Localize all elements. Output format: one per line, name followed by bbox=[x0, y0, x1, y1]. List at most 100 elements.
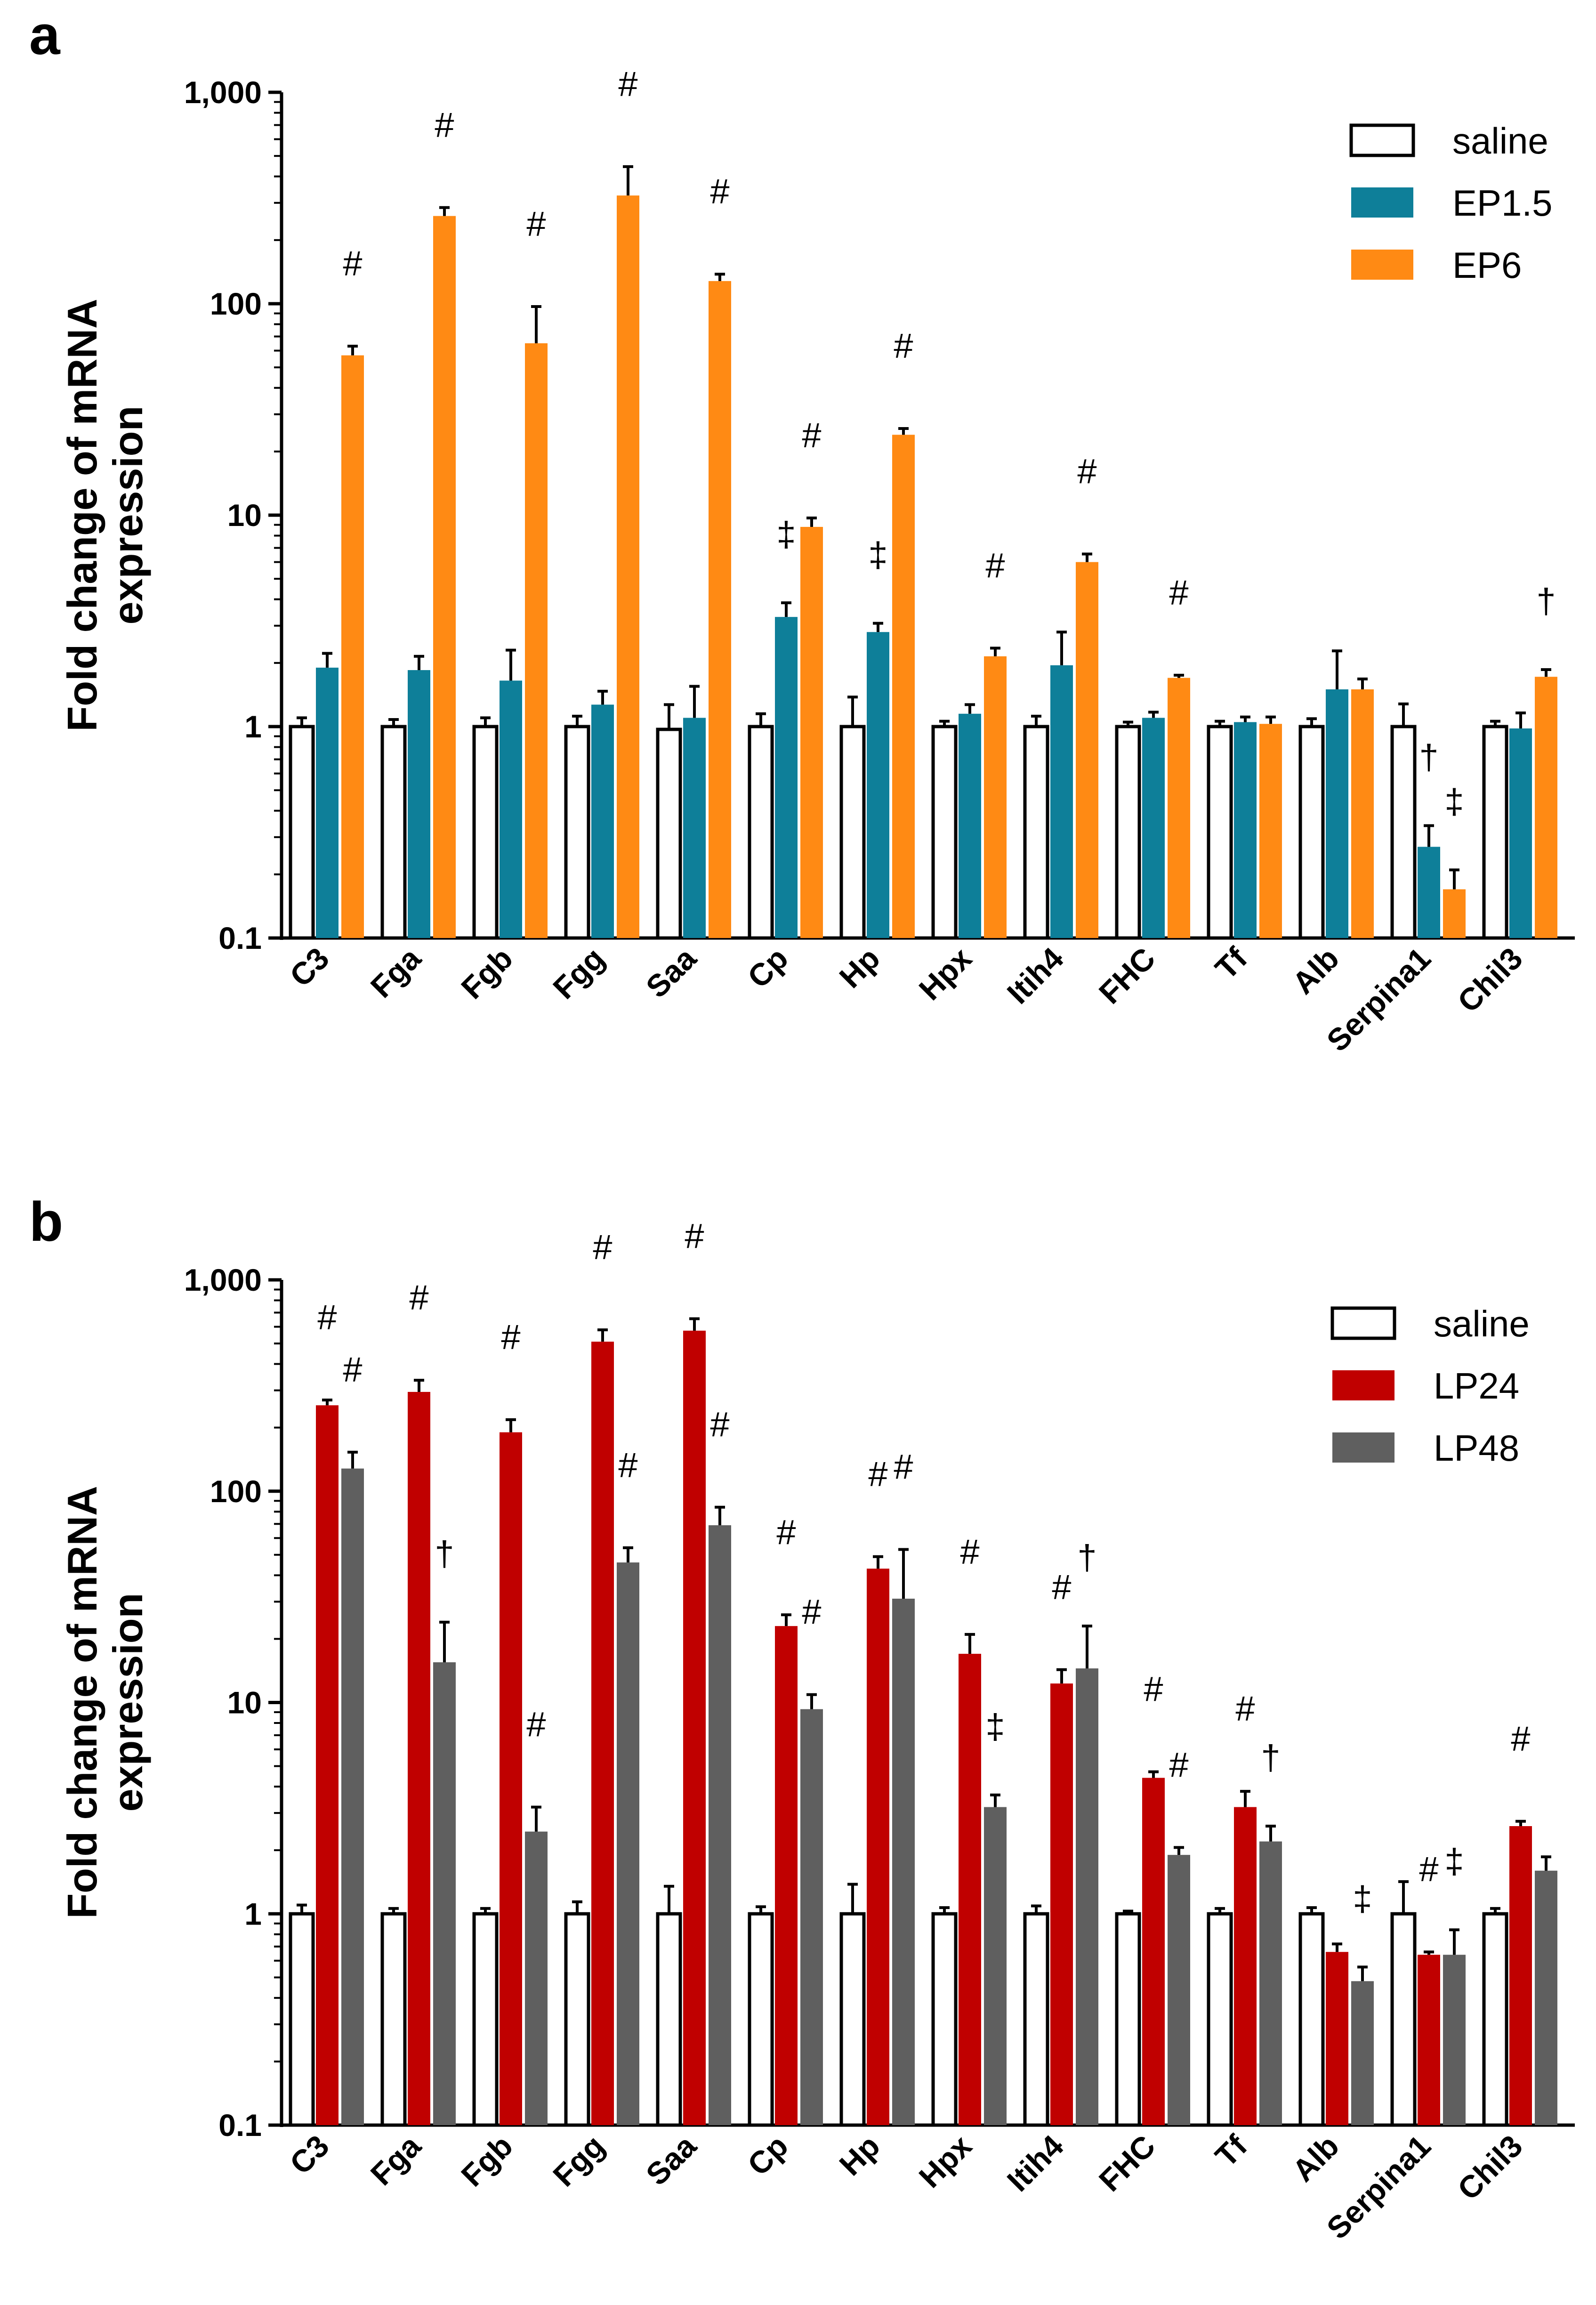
bar-lp48-fgg bbox=[617, 1562, 639, 2125]
x-category-label-hp: Hp bbox=[832, 2128, 887, 2183]
bar-ep6-hpx bbox=[984, 656, 1007, 938]
x-category-label-fhc: FHC bbox=[1092, 941, 1162, 1011]
bar-lp48-hp bbox=[892, 1599, 915, 2125]
significance-mark-fgb-lp48: # bbox=[526, 1705, 546, 1744]
bar-ep1.5-fhc bbox=[1142, 718, 1165, 938]
bar-saline-chil3 bbox=[1482, 1912, 1508, 2127]
x-category-label-chil3: Chil3 bbox=[1451, 2128, 1529, 2207]
significance-mark-hpx-ep6: # bbox=[985, 546, 1005, 585]
legend-swatch-saline bbox=[1330, 1306, 1396, 1340]
panel-label: a bbox=[29, 4, 61, 66]
legend-label-ep6: EP6 bbox=[1452, 244, 1522, 286]
significance-mark-fgg-lp48: # bbox=[618, 1446, 637, 1485]
significance-mark-cp-ep6: # bbox=[802, 416, 821, 455]
significance-mark-fga-lp48: † bbox=[435, 1534, 454, 1573]
bar-lp24-c3 bbox=[316, 1405, 339, 2125]
x-category-label-fgb: Fgb bbox=[454, 941, 519, 1006]
y-axis-title-line2: expression bbox=[105, 406, 151, 625]
bar-lp24-fga bbox=[408, 1391, 430, 2125]
bar-saline-hpx bbox=[931, 725, 958, 940]
bar-ep6-hp bbox=[892, 435, 915, 938]
bar-ep6-cp bbox=[800, 526, 823, 938]
bar-ep6-fgg bbox=[617, 195, 639, 938]
panel-b: b 0.1 1 10 100 1,000 Fold change of mRNAexpres… bbox=[29, 1191, 1575, 2246]
significance-mark-c3-lp48: # bbox=[343, 1350, 362, 1389]
bar-lp24-chil3 bbox=[1509, 1826, 1532, 2125]
legend-label-ep1.5: EP1.5 bbox=[1452, 182, 1552, 224]
bar-saline-fgg bbox=[564, 1912, 590, 2127]
bar-lp24-saa bbox=[683, 1330, 706, 2125]
bar-ep1.5-chil3 bbox=[1509, 728, 1532, 938]
bar-saline-itih4 bbox=[1023, 1912, 1049, 2127]
significance-mark-alb-lp48: ‡ bbox=[1353, 1879, 1372, 1918]
bar-ep6-tf bbox=[1259, 724, 1282, 938]
bar-saline-fga bbox=[380, 725, 407, 940]
y-tick-label: 10 bbox=[227, 498, 262, 533]
x-category-label-tf: Tf bbox=[1209, 940, 1254, 986]
bar-lp24-serpina1 bbox=[1418, 1955, 1440, 2125]
legend-label-lp48: LP48 bbox=[1434, 1427, 1519, 1469]
bar-lp48-saa bbox=[709, 1525, 731, 2125]
x-category-label-c3: C3 bbox=[283, 941, 336, 994]
bar-saline-hpx bbox=[931, 1912, 958, 2127]
panel-label: b bbox=[29, 1191, 63, 1253]
significance-mark-c3-ep6: # bbox=[343, 244, 362, 283]
bar-ep6-fhc bbox=[1168, 678, 1190, 938]
y-tick-label: 0.1 bbox=[218, 921, 262, 955]
bar-lp48-c3 bbox=[341, 1468, 364, 2125]
significance-mark-fgb-ep6: # bbox=[526, 204, 546, 243]
bar-saline-c3 bbox=[289, 1912, 315, 2127]
significance-mark-fgg-ep6: # bbox=[618, 65, 637, 104]
bar-ep1.5-alb bbox=[1326, 689, 1348, 938]
significance-mark-cp-ep1.5: ‡ bbox=[776, 515, 796, 554]
bar-ep1.5-fga bbox=[408, 670, 430, 938]
x-category-label-itih4: Itih4 bbox=[1000, 940, 1070, 1010]
bar-lp48-alb bbox=[1351, 1981, 1374, 2125]
x-category-label-saa: Saa bbox=[639, 940, 703, 1004]
legend-label-saline: saline bbox=[1452, 120, 1548, 162]
y-axis-title-line2: expression bbox=[105, 1593, 151, 1812]
x-category-label-alb: Alb bbox=[1285, 2128, 1346, 2189]
y-tick-label: 100 bbox=[210, 1474, 262, 1509]
significance-mark-fga-ep6: # bbox=[435, 105, 454, 145]
bar-saline-alb bbox=[1298, 725, 1325, 940]
bar-lp24-fhc bbox=[1142, 1778, 1165, 2125]
bar-saline-itih4 bbox=[1023, 725, 1049, 940]
x-category-label-cp: Cp bbox=[741, 941, 795, 995]
x-category-label-fga: Fga bbox=[364, 2128, 428, 2192]
bar-ep1.5-fgb bbox=[500, 680, 522, 938]
significance-mark-fga-lp24: # bbox=[409, 1278, 428, 1317]
bar-ep6-saa bbox=[709, 281, 731, 938]
significance-mark-fgg-lp24: # bbox=[593, 1228, 612, 1267]
significance-mark-serpina1-lp48: ‡ bbox=[1444, 1842, 1464, 1881]
significance-mark-hp-lp24: # bbox=[868, 1455, 887, 1494]
bar-saline-fgb bbox=[472, 1912, 499, 2127]
bar-lp48-chil3 bbox=[1535, 1870, 1557, 2125]
legend-label-lp24: LP24 bbox=[1434, 1365, 1519, 1407]
x-category-label-fgg: Fgg bbox=[546, 941, 611, 1006]
legend-swatch-ep6 bbox=[1351, 250, 1413, 280]
bar-lp24-tf bbox=[1234, 1807, 1257, 2125]
significance-mark-hp-lp48: # bbox=[894, 1447, 913, 1486]
bar-ep1.5-c3 bbox=[316, 667, 339, 938]
legend-swatch-ep1.5 bbox=[1351, 187, 1413, 218]
bar-saline-hp bbox=[839, 1912, 866, 2127]
bar-ep6-serpina1 bbox=[1443, 889, 1466, 938]
significance-mark-fhc-ep6: # bbox=[1169, 573, 1188, 612]
bar-lp24-alb bbox=[1326, 1952, 1348, 2125]
bar-lp24-cp bbox=[775, 1626, 798, 2125]
bar-lp24-fgb bbox=[500, 1432, 522, 2125]
bar-lp48-fga bbox=[433, 1662, 456, 2125]
bar-ep6-itih4 bbox=[1076, 562, 1098, 938]
bar-saline-fgg bbox=[564, 725, 590, 940]
bar-ep6-chil3 bbox=[1535, 677, 1557, 938]
bar-saline-tf bbox=[1207, 1912, 1233, 2127]
bar-lp48-fhc bbox=[1168, 1855, 1190, 2125]
significance-mark-fhc-lp24: # bbox=[1144, 1670, 1163, 1709]
bar-ep6-fga bbox=[433, 216, 456, 938]
y-axis-title-line1: Fold change of mRNA bbox=[59, 299, 105, 731]
significance-mark-hpx-lp24: # bbox=[960, 1532, 979, 1571]
y-tick-label: 1,000 bbox=[184, 1262, 262, 1297]
significance-mark-hp-ep1.5: ‡ bbox=[868, 535, 887, 574]
bar-lp24-itih4 bbox=[1050, 1683, 1073, 2125]
